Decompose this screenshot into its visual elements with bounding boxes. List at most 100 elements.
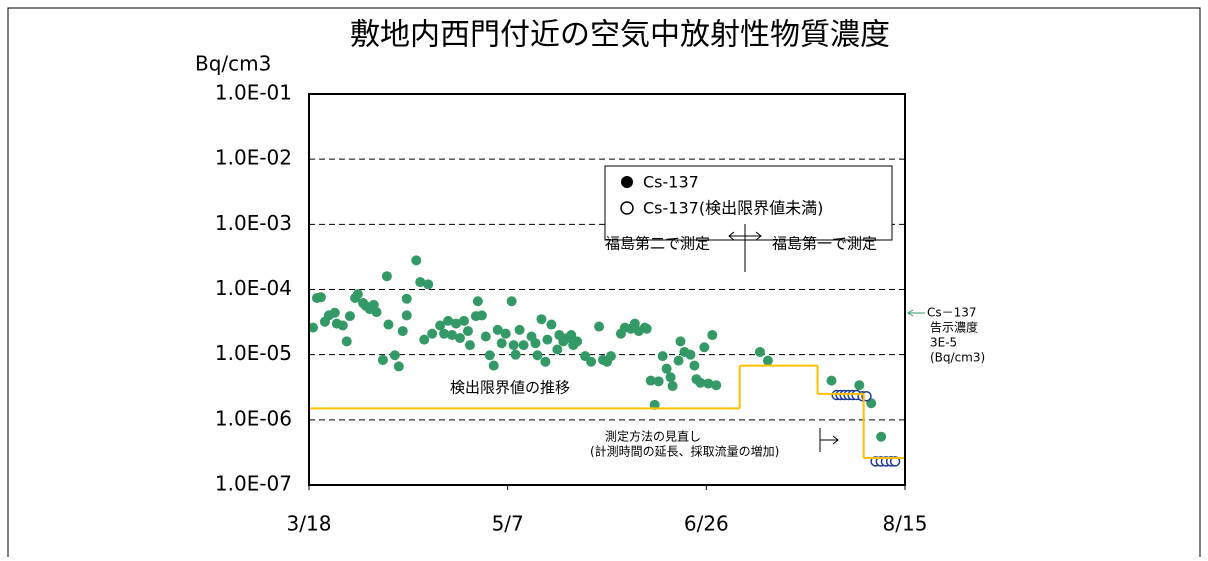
data-point: [397, 326, 408, 337]
legend: [604, 165, 893, 241]
data-point: [462, 326, 473, 337]
y-tick-label: 1.0E-04: [215, 276, 292, 300]
data-point: [673, 355, 684, 366]
x-tick-label: 3/18: [287, 512, 332, 536]
data-point: [876, 431, 887, 442]
legend-marker: [620, 201, 634, 215]
data-point: [307, 322, 318, 333]
data-point: [566, 330, 577, 341]
data-point: [518, 340, 529, 351]
annotation: 福島第二で測定: [605, 235, 710, 253]
annotation: (Bq/cm3): [930, 351, 985, 365]
data-point: [435, 320, 446, 331]
data-point: [530, 338, 541, 349]
data-point: [854, 380, 865, 391]
data-point: [464, 340, 475, 351]
data-point: [689, 360, 700, 371]
annotation: 3E-5: [930, 336, 957, 350]
data-point: [419, 334, 430, 345]
data-point: [695, 377, 706, 388]
data-point: [451, 318, 462, 329]
data-point: [629, 318, 640, 329]
data-point: [889, 456, 901, 467]
plot-frame: [308, 93, 906, 486]
data-point: [484, 350, 495, 361]
y-tick-label: 1.0E-07: [215, 472, 292, 496]
annotation-arrow: [728, 224, 925, 452]
data-point: [371, 307, 382, 318]
data-point: [472, 296, 483, 307]
chart-title: 敷地内西門付近の空気中放射性物質濃度: [350, 18, 890, 53]
annotation: (計測時間の延長、採取流量の増加): [590, 444, 779, 459]
data-point: [594, 321, 605, 332]
data-point: [393, 361, 404, 372]
data-point: [329, 307, 340, 318]
data-point: [542, 334, 553, 345]
data-point: [458, 315, 469, 326]
data-point: [427, 328, 438, 339]
data-point: [389, 350, 400, 361]
data-point: [707, 330, 718, 341]
plot-area: 1.0E-07 1.0E-06 1.0E-05 1.0E-04 1.0E-03 1.0E-…: [215, 81, 928, 536]
annotation: 告示濃度: [930, 320, 978, 335]
annotation: Cs－137: [927, 306, 977, 320]
x-tick-label: 5/7: [492, 512, 524, 536]
legend-marker: [621, 176, 633, 188]
data-point: [401, 293, 412, 304]
annotation: 福島第一で測定: [772, 235, 877, 253]
data-point: [826, 375, 837, 386]
data-point: [337, 320, 348, 331]
data-point: [572, 336, 583, 347]
data-point: [383, 319, 394, 330]
data-point: [675, 336, 686, 347]
y-tick-label: 1.0E-05: [215, 341, 292, 365]
data-point: [439, 328, 450, 339]
y-axis-label: Bq/cm3: [195, 52, 271, 76]
data-point: [344, 311, 355, 322]
data-point: [500, 328, 511, 339]
data-point: [496, 338, 507, 349]
data-point: [514, 324, 525, 335]
data-point: [586, 356, 597, 367]
data-point: [415, 277, 426, 288]
data-point: [546, 319, 557, 330]
data-point: [510, 349, 521, 360]
data-point: [657, 351, 668, 362]
data-point: [754, 346, 765, 357]
data-point: [506, 296, 517, 307]
data-point: [381, 271, 392, 282]
data-point: [711, 380, 722, 391]
data-point: [480, 331, 491, 342]
data-point: [423, 279, 434, 290]
data-point: [411, 255, 422, 266]
data-point: [401, 310, 412, 321]
y-tick-label: 1.0E-02: [215, 146, 292, 170]
data-point: [605, 351, 616, 362]
data-point: [315, 292, 326, 303]
data-point: [447, 330, 458, 341]
y-tick-label: 1.0E-01: [215, 81, 292, 105]
data-point: [667, 381, 678, 392]
data-point: [476, 310, 487, 321]
data-point: [540, 356, 551, 367]
data-point: [488, 360, 499, 371]
data-point: [641, 323, 652, 334]
x-tick-label: 6/26: [684, 512, 729, 536]
data-point: [699, 342, 710, 353]
data-point: [762, 355, 773, 366]
data-point: [552, 344, 563, 355]
y-tick-label: 1.0E-03: [215, 211, 292, 235]
data-point: [341, 336, 352, 347]
legend-label: Cs-137(検出限界値未満): [643, 199, 823, 218]
data-point: [653, 376, 664, 387]
data-point: [443, 315, 454, 326]
data-point: [685, 349, 696, 360]
x-tick-label: 8/15: [883, 512, 928, 536]
data-point: [377, 354, 388, 365]
legend-label: Cs-137: [643, 173, 699, 192]
y-tick-label: 1.0E-06: [215, 406, 292, 430]
data-point: [454, 333, 465, 344]
data-point: [536, 314, 547, 325]
